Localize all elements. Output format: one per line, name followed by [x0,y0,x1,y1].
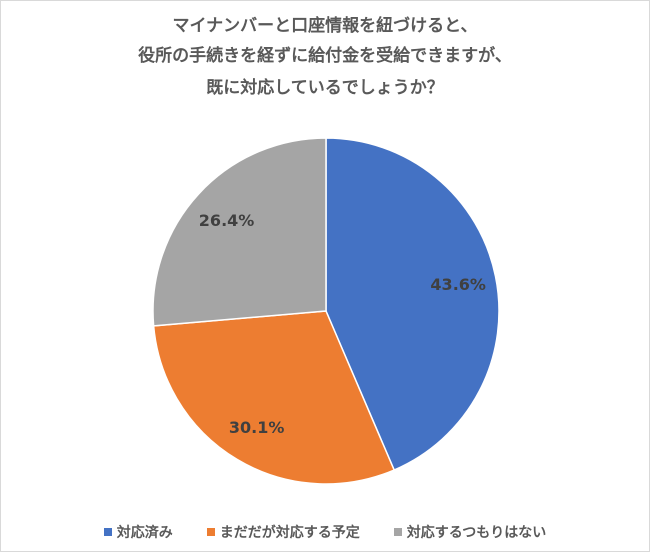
pie-slice-1 [152,310,396,485]
legend-swatch [103,528,112,536]
pie-slice-2 [152,137,327,327]
data-label-0: 43.6% [430,275,486,294]
legend: 対応済み まだだが対応する予定 対応するつもりはない [1,522,649,542]
legend-swatch [206,528,215,536]
legend-swatch [393,528,402,536]
legend-label: まだだが対応する予定 [219,525,360,541]
chart-title-line-2: 役所の手続きを経ずに給付金を受給できますが、 [138,46,512,66]
data-label-1: 30.1% [229,418,285,437]
chart-title-line-1: マイナンバーと口座情報を紐づけると、 [172,16,478,36]
chart-title-line-3: 既に対応しているでしょうか？ [206,78,444,98]
legend-label: 対応済み [116,525,173,541]
legend-item-done: 対応済み [103,522,173,542]
pie-slice-0 [325,137,500,471]
legend-item-planned: まだだが対応する予定 [206,522,360,542]
legend-label: 対応するつもりはない [406,525,547,541]
data-label-2: 26.4% [199,211,255,230]
legend-item-no-plan: 対応するつもりはない [393,522,547,542]
